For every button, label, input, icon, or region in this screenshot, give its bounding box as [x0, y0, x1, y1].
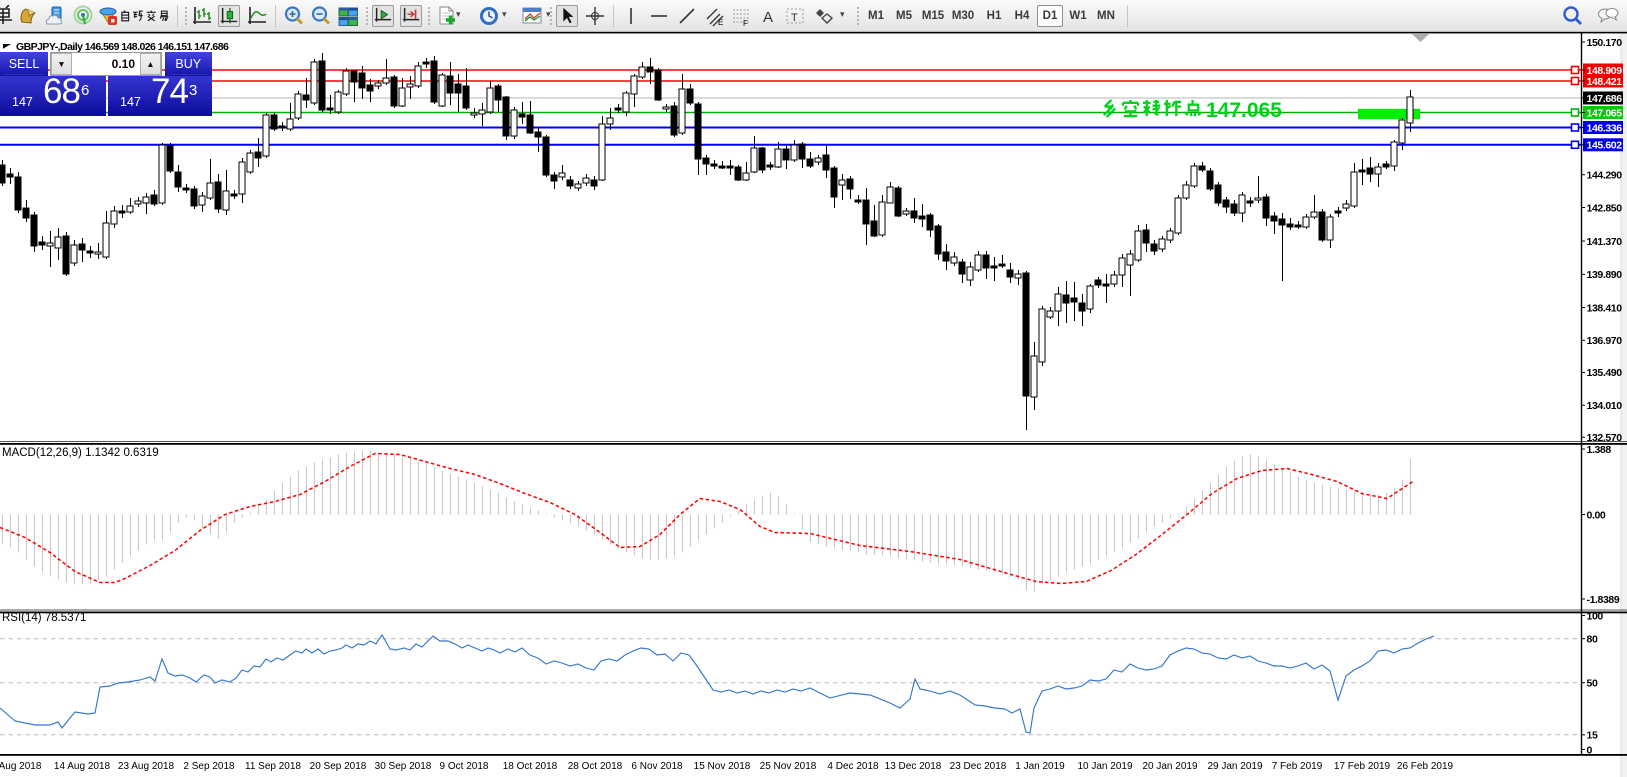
svg-text:14 Aug 2018: 14 Aug 2018 [54, 761, 111, 772]
svg-text:15 Nov 2018: 15 Nov 2018 [694, 761, 751, 772]
svg-text:135.490: 135.490 [1587, 367, 1623, 379]
svg-text:1 Jan 2019: 1 Jan 2019 [1015, 761, 1065, 772]
svg-text:100: 100 [1587, 610, 1604, 622]
svg-text:142.850: 142.850 [1587, 202, 1623, 214]
svg-text:17 Feb 2019: 17 Feb 2019 [1334, 761, 1391, 772]
svg-text:GBPJPY-,Daily 146.569 148.026: GBPJPY-,Daily 146.569 148.026 146.151 14… [16, 41, 229, 53]
svg-text:23 Aug 2018: 23 Aug 2018 [118, 761, 175, 772]
svg-text:18 Oct 2018: 18 Oct 2018 [503, 761, 558, 772]
svg-text:T: T [791, 12, 798, 24]
svg-text:11 Sep 2018: 11 Sep 2018 [245, 761, 301, 772]
svg-text:26 Feb 2019: 26 Feb 2019 [1397, 761, 1454, 772]
svg-text:141.370: 141.370 [1587, 236, 1623, 248]
svg-text:6 Nov 2018: 6 Nov 2018 [631, 761, 683, 772]
svg-text:1.388: 1.388 [1587, 444, 1612, 456]
svg-text:150.170: 150.170 [1587, 37, 1623, 49]
svg-text:E: E [718, 18, 723, 27]
svg-text:148.421: 148.421 [1587, 76, 1623, 88]
svg-text:147.065: 147.065 [1206, 99, 1282, 122]
svg-text:134.010: 134.010 [1587, 400, 1623, 412]
svg-text:4 Dec 2018: 4 Dec 2018 [827, 761, 879, 772]
svg-text:23 Dec 2018: 23 Dec 2018 [950, 761, 1007, 772]
svg-text:136.970: 136.970 [1587, 335, 1623, 347]
svg-text:25 Nov 2018: 25 Nov 2018 [760, 761, 817, 772]
svg-text:15: 15 [1587, 730, 1598, 742]
svg-text:20 Sep 2018: 20 Sep 2018 [310, 761, 367, 772]
svg-text:7 Feb 2019: 7 Feb 2019 [1272, 761, 1323, 772]
svg-text:-1.8389: -1.8389 [1587, 594, 1620, 606]
svg-text:10 Jan 2019: 10 Jan 2019 [1077, 761, 1132, 772]
svg-text:147.065: 147.065 [1587, 107, 1623, 119]
svg-text:138.410: 138.410 [1587, 302, 1623, 314]
svg-text:144.290: 144.290 [1587, 170, 1623, 182]
svg-text:28 Oct 2018: 28 Oct 2018 [568, 761, 623, 772]
svg-text:139.890: 139.890 [1587, 269, 1623, 281]
svg-text:50: 50 [1587, 678, 1598, 690]
svg-text:MACD(12,26,9) 1.1342 0.6319: MACD(12,26,9) 1.1342 0.6319 [2, 447, 159, 459]
svg-text:29 Jan 2019: 29 Jan 2019 [1207, 761, 1262, 772]
svg-text:148.909: 148.909 [1587, 65, 1623, 77]
svg-text:2 Sep 2018: 2 Sep 2018 [183, 761, 235, 772]
svg-text:13 Dec 2018: 13 Dec 2018 [885, 761, 942, 772]
svg-text:0.00: 0.00 [1587, 509, 1606, 521]
svg-text:RSI(14) 78.5371: RSI(14) 78.5371 [2, 612, 86, 624]
svg-text:0: 0 [1587, 744, 1593, 756]
svg-text:30 Sep 2018: 30 Sep 2018 [375, 761, 432, 772]
svg-text:9 Oct 2018: 9 Oct 2018 [440, 761, 489, 772]
svg-text:147.686: 147.686 [1587, 93, 1623, 105]
svg-text:20 Jan 2019: 20 Jan 2019 [1142, 761, 1197, 772]
svg-text:80: 80 [1587, 634, 1598, 646]
svg-text:Aug 2018: Aug 2018 [0, 761, 42, 772]
svg-text:132.570: 132.570 [1587, 432, 1623, 444]
svg-text:A: A [763, 9, 773, 26]
svg-text:146.336: 146.336 [1587, 122, 1623, 134]
svg-text:F: F [743, 19, 748, 27]
svg-text:145.602: 145.602 [1587, 140, 1623, 152]
